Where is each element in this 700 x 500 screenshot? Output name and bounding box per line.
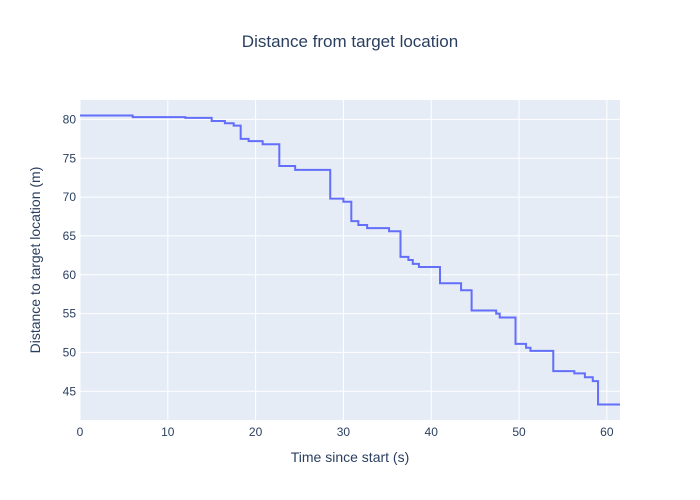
grid-lines <box>79 100 620 420</box>
y-tick-label: 55 <box>63 307 77 321</box>
x-axis-ticks: 0 10 20 30 40 50 60 <box>77 425 614 439</box>
x-tick-label: 20 <box>249 425 263 439</box>
plot-area <box>80 100 620 420</box>
y-tick-label: 60 <box>63 268 77 282</box>
series-layer <box>80 114 620 406</box>
y-tick-label: 65 <box>63 229 77 243</box>
x-tick-label: 40 <box>425 425 439 439</box>
y-tick-label: 80 <box>63 112 77 126</box>
x-tick-label: 0 <box>77 425 84 439</box>
x-tick-label: 60 <box>600 425 614 439</box>
chart-title: Distance from target location <box>242 32 458 51</box>
y-axis-ticks: 45 50 55 60 65 70 75 80 <box>63 112 77 398</box>
y-tick-label: 50 <box>63 345 77 359</box>
series-line <box>80 114 620 406</box>
x-tick-label: 30 <box>337 425 351 439</box>
y-tick-label: 70 <box>63 190 77 204</box>
x-tick-label: 50 <box>512 425 526 439</box>
y-tick-label: 75 <box>63 151 77 165</box>
y-tick-label: 45 <box>63 384 77 398</box>
x-axis-title: Time since start (s) <box>291 449 410 465</box>
x-tick-label: 10 <box>161 425 175 439</box>
y-axis-title: Distance to target location (m) <box>27 167 43 354</box>
